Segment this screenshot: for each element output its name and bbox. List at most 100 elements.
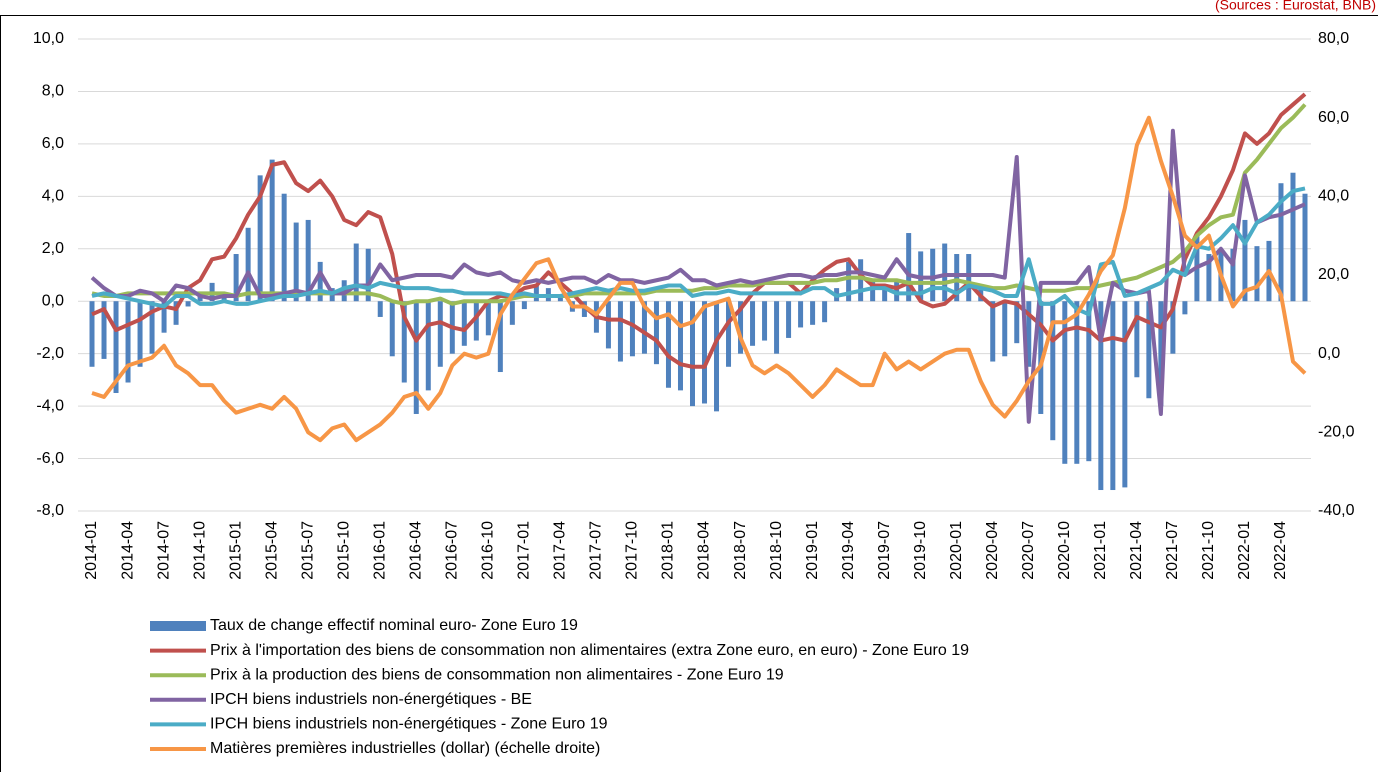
bar <box>1002 301 1008 357</box>
bar <box>894 280 900 302</box>
y-tick-label: -2,0 <box>36 345 64 362</box>
bar <box>641 301 647 354</box>
bar <box>317 261 323 302</box>
y-tick-label: -8,0 <box>36 502 64 519</box>
bar <box>1302 193 1308 302</box>
bar <box>990 301 996 362</box>
bar <box>774 301 780 354</box>
bar <box>293 222 299 302</box>
bar <box>702 301 708 404</box>
bar <box>353 243 359 302</box>
y-tick-label: -6,0 <box>36 450 64 467</box>
x-tick-label: 2019-10 <box>912 521 929 580</box>
x-tick-label: 2017-04 <box>552 521 569 580</box>
bar <box>738 301 744 354</box>
x-tick-label: 2018-07 <box>732 521 749 580</box>
line <box>90 128 1306 424</box>
bar <box>798 301 804 328</box>
bar <box>726 301 732 367</box>
x-tick-label: 2015-01 <box>227 521 244 580</box>
y2-tick-label: 80,0 <box>1318 30 1349 47</box>
bar <box>137 301 143 367</box>
bar <box>1038 301 1044 414</box>
x-tick-label: 2021-07 <box>1164 521 1181 580</box>
bar <box>497 301 503 373</box>
x-tick-label: 2018-01 <box>660 521 677 580</box>
x-tick-label: 2016-10 <box>480 521 497 580</box>
x-tick-label: 2015-10 <box>335 521 352 580</box>
bar <box>1242 219 1248 302</box>
bar <box>245 227 251 302</box>
bar <box>281 193 287 302</box>
bar <box>425 301 431 391</box>
bar <box>822 301 828 323</box>
x-tick-label: 2020-01 <box>948 521 965 580</box>
bar <box>954 254 960 302</box>
bar <box>1050 301 1056 441</box>
bar <box>786 301 792 338</box>
bar <box>341 280 347 302</box>
bar <box>461 301 467 346</box>
bar <box>89 301 95 367</box>
legend-label: IPCH biens industriels non-énergétiques … <box>210 716 608 733</box>
bar <box>858 259 864 302</box>
bar <box>1062 301 1068 464</box>
bar <box>1158 301 1164 407</box>
x-tick-label: 2014-01 <box>83 521 100 580</box>
bar <box>1206 254 1212 302</box>
y2-tick-label: -20,0 <box>1318 424 1355 441</box>
x-tick-label: 2022-04 <box>1272 521 1289 580</box>
y-tick-label: 2,0 <box>42 240 64 257</box>
bar <box>1290 172 1296 302</box>
bar <box>762 301 768 341</box>
x-tick-label: 2018-10 <box>768 521 785 580</box>
line <box>91 103 1307 306</box>
x-tick-label: 2015-07 <box>299 521 316 580</box>
bar <box>1098 301 1104 491</box>
bar <box>1122 301 1128 488</box>
bar <box>930 248 936 302</box>
chart-frame <box>0 15 1378 772</box>
y-tick-label: 6,0 <box>42 135 64 152</box>
x-tick-label: 2021-10 <box>1200 521 1217 580</box>
bar <box>665 301 671 388</box>
legend-label: Prix à la production des biens de consom… <box>210 666 784 683</box>
bar <box>605 301 611 349</box>
bar <box>1146 301 1152 399</box>
bar <box>437 301 443 367</box>
y-tick-label: -4,0 <box>36 397 64 414</box>
y-tick-label: 4,0 <box>42 188 64 205</box>
x-tick-label: 2015-04 <box>263 521 280 580</box>
x-tick-label: 2020-10 <box>1056 521 1073 580</box>
x-tick-label: 2016-01 <box>371 521 388 580</box>
x-tick-label: 2014-04 <box>119 521 136 580</box>
x-tick-label: 2018-04 <box>696 521 713 580</box>
x-tick-label: 2016-04 <box>407 521 424 580</box>
bar <box>125 301 131 383</box>
bar <box>473 301 479 341</box>
x-tick-label: 2021-01 <box>1092 521 1109 580</box>
bar <box>1086 301 1092 462</box>
line <box>91 186 1306 317</box>
x-tick-label: 2020-04 <box>984 521 1001 580</box>
legend-label: Taux de change effectif nominal euro- Zo… <box>210 617 578 634</box>
bar <box>365 248 371 302</box>
x-tick-label: 2014-10 <box>191 521 208 580</box>
bar <box>1134 301 1140 378</box>
bar <box>233 254 239 302</box>
bar <box>1170 301 1176 354</box>
bar <box>1182 301 1188 315</box>
bar <box>653 301 659 365</box>
x-tick-label: 2019-07 <box>876 521 893 580</box>
legend-label: IPCH biens industriels non-énergétiques … <box>210 691 532 708</box>
bar <box>677 301 683 391</box>
x-tick-label: 2021-04 <box>1128 521 1145 580</box>
legend-label: Matières premières industrielles (dollar… <box>210 740 600 757</box>
bar <box>521 301 527 310</box>
bar <box>101 301 107 359</box>
bar <box>750 301 756 346</box>
source-note: (Sources : Eurostat, BNB) <box>1215 0 1376 13</box>
x-tick-label: 2014-07 <box>155 521 172 580</box>
legend-label: Prix à l'importation des biens de consom… <box>210 642 969 659</box>
